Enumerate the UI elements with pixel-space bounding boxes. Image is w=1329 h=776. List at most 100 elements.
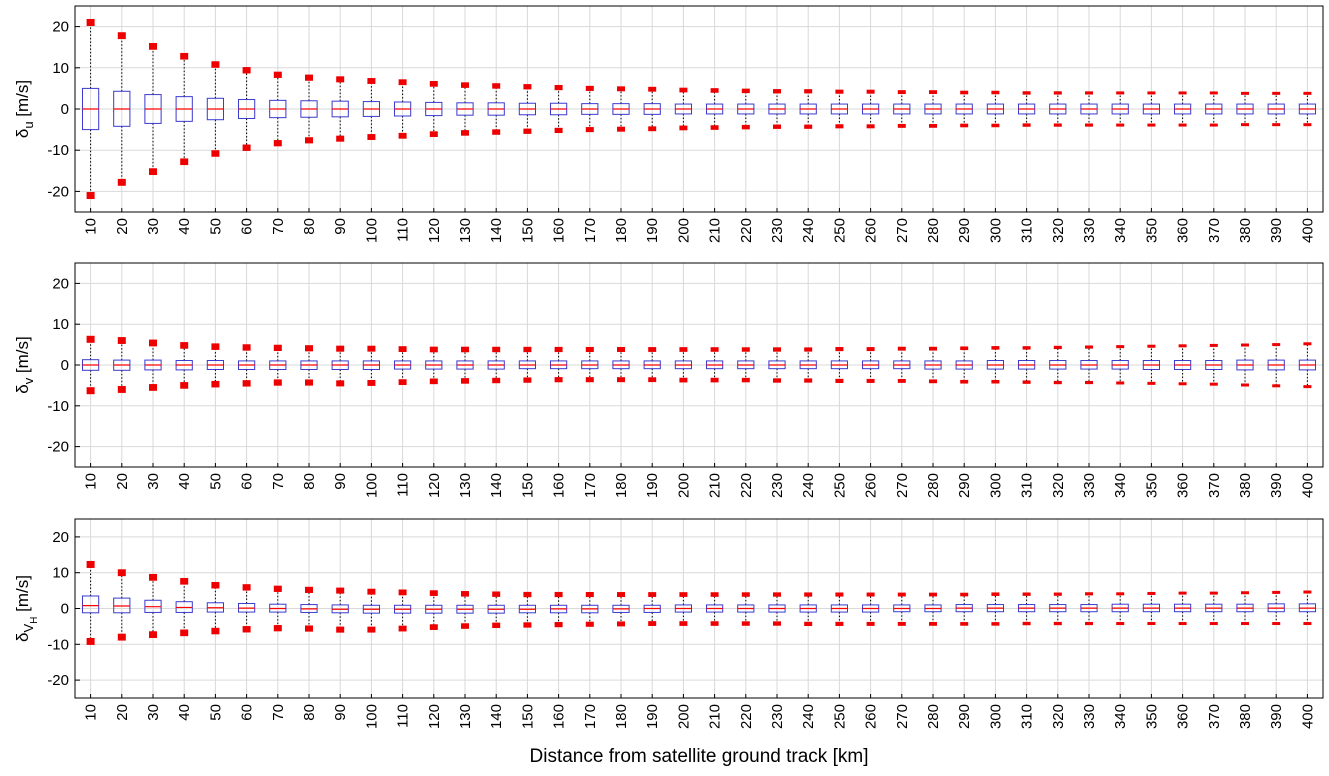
box-80: [300, 74, 318, 144]
outlier-low: [180, 629, 189, 637]
box-190: [643, 347, 661, 383]
outlier-low: [960, 379, 969, 384]
outlier-high: [211, 343, 220, 350]
x-tick-label: 370: [1206, 218, 1223, 243]
outlier-low: [1209, 622, 1218, 626]
box-330: [1080, 592, 1098, 626]
outlier-low: [1178, 622, 1187, 626]
outlier-low: [1053, 123, 1062, 127]
outlier-high: [523, 346, 532, 353]
outlier-low: [492, 377, 501, 384]
outlier-high: [273, 344, 282, 352]
x-tick-label: 70: [270, 473, 287, 490]
x-tick-label: 270: [894, 473, 911, 498]
x-tick-label: 200: [675, 473, 692, 498]
x-axis-label: Distance from satellite ground track [km…: [530, 746, 869, 767]
outlier-low: [398, 132, 407, 139]
outlier-high: [929, 90, 937, 94]
box-150: [518, 591, 537, 628]
outlier-low: [897, 621, 906, 626]
box-60: [237, 67, 256, 151]
outlier-low: [1272, 622, 1281, 626]
outlier-low: [86, 387, 95, 395]
outlier-low: [929, 124, 937, 128]
x-tick-label: 310: [1019, 704, 1036, 729]
x-tick-label: 360: [1175, 473, 1192, 498]
box-90: [331, 76, 349, 142]
outlier-low: [336, 380, 345, 387]
x-tick-label: 400: [1299, 473, 1316, 498]
x-tick-label: 300: [987, 473, 1004, 498]
outlier-high: [835, 592, 844, 597]
box-240: [799, 89, 817, 129]
outlier-low: [1116, 123, 1125, 127]
outlier-low: [180, 382, 189, 389]
box-90: [331, 345, 349, 387]
x-tick-label: 400: [1299, 218, 1316, 243]
box-290: [955, 346, 973, 384]
x-tick-label: 230: [769, 218, 786, 243]
outlier-high: [398, 79, 407, 86]
outlier-high: [429, 81, 438, 87]
box-360: [1173, 344, 1192, 386]
outlier-high: [1085, 345, 1093, 349]
outlier-high: [648, 592, 657, 597]
box-260: [861, 89, 880, 129]
box-50: [206, 61, 225, 157]
x-tick-label: 150: [519, 218, 536, 243]
y-tick-label: 20: [52, 529, 69, 546]
x-tick-label: 180: [613, 473, 630, 498]
outlier-low: [679, 377, 688, 383]
y-tick-label: -20: [47, 439, 69, 456]
x-tick-label: 360: [1175, 704, 1192, 729]
outlier-low: [492, 622, 501, 629]
x-tick-label: 90: [332, 218, 349, 235]
x-tick-label: 220: [738, 704, 755, 729]
box-110: [393, 346, 412, 386]
outlier-low: [897, 378, 906, 383]
box-100: [362, 588, 381, 633]
outlier-low: [1303, 385, 1312, 389]
outlier-high: [336, 76, 345, 83]
outlier-high: [554, 346, 563, 353]
x-tick-label: 50: [207, 704, 224, 721]
outlier-low: [1178, 123, 1187, 127]
box-330: [1080, 345, 1098, 385]
outlier-high: [461, 346, 469, 353]
box-180: [612, 592, 630, 627]
outlier-high: [523, 591, 532, 598]
box-320: [1049, 91, 1067, 127]
y-tick-label: 0: [61, 357, 69, 374]
outlier-high: [367, 78, 376, 84]
x-tick-label: 130: [457, 473, 474, 498]
outlier-high: [585, 346, 594, 353]
x-tick-label: 40: [176, 218, 193, 235]
x-tick-label: 20: [114, 704, 131, 721]
box-110: [393, 79, 412, 139]
x-tick-label: 110: [395, 218, 412, 242]
outlier-high: [897, 592, 906, 597]
outlier-low: [835, 124, 844, 129]
outlier-high: [242, 584, 251, 591]
x-tick-label: 240: [800, 704, 817, 729]
outlier-low: [523, 128, 532, 134]
x-tick-label: 280: [925, 704, 942, 729]
x-tick-label: 330: [1081, 218, 1098, 243]
box-280: [924, 346, 942, 384]
box-60: [237, 584, 256, 633]
box-220: [737, 347, 755, 383]
outlier-high: [866, 347, 875, 352]
outlier-high: [1116, 91, 1125, 95]
y-tick-label: -10: [47, 636, 69, 653]
y-tick-label: -10: [47, 142, 69, 159]
x-tick-label: 170: [582, 473, 599, 498]
box-360: [1173, 591, 1192, 626]
outlier-high: [492, 591, 501, 597]
outlier-low: [679, 125, 688, 131]
outlier-low: [242, 626, 251, 633]
outlier-low: [211, 627, 220, 635]
box-340: [1111, 592, 1129, 626]
outlier-high: [461, 82, 469, 88]
outlier-low: [741, 621, 750, 626]
